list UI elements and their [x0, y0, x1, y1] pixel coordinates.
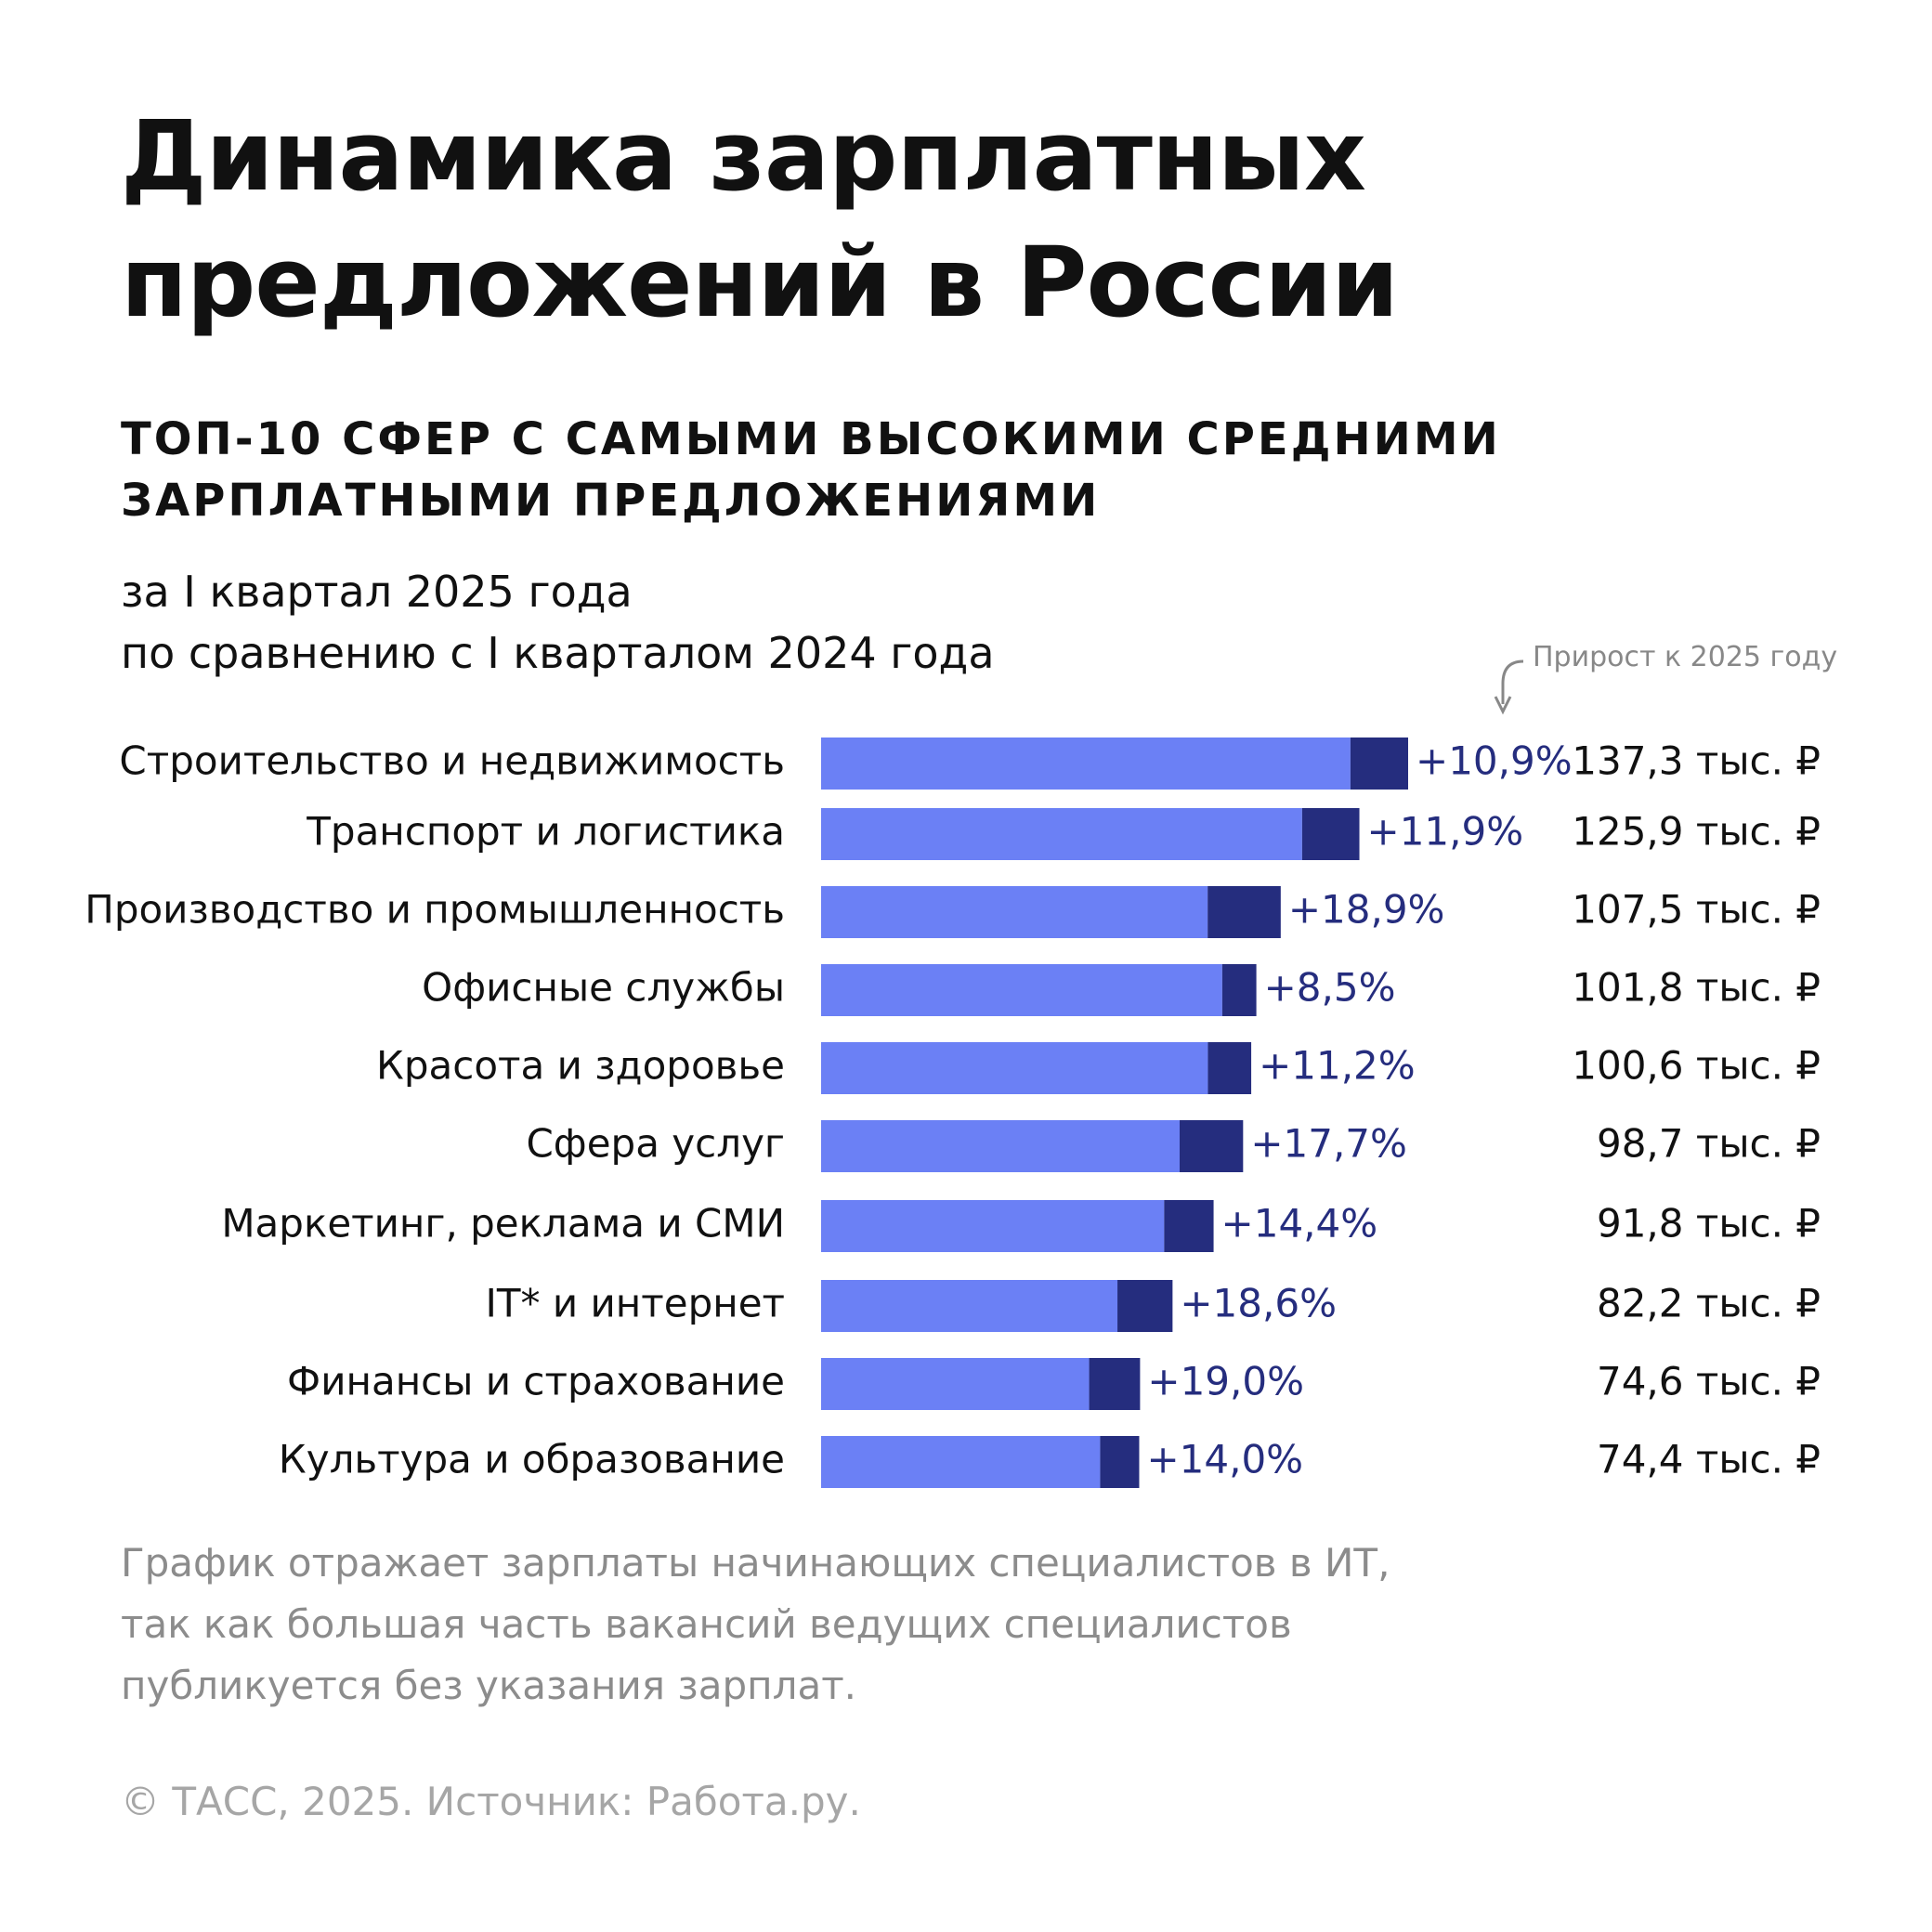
value-label: 107,5 тыс. ₽ [1572, 887, 1821, 933]
growth-label: +8,5% [1264, 965, 1396, 1011]
value-label: 74,6 тыс. ₽ [1597, 1359, 1821, 1404]
bar-base-2024 [821, 886, 1208, 938]
bar-base-2024 [821, 1436, 1101, 1488]
bar-chart: Строительство и недвижимость +10,9% 137,3 … [85, 738, 1821, 1488]
footnote: График отражает зарплаты начинающих спец… [121, 1533, 1421, 1717]
category-label: Финансы и страхование [287, 1359, 785, 1404]
period-line-2: по сравнению с I кварталом 2024 года [121, 628, 995, 678]
category-label: Культура и образование [279, 1437, 785, 1482]
subtitle-line-1: ТОП-10 СФЕР С САМЫМИ ВЫСОКИМИ СРЕДНИМИ [121, 413, 1501, 465]
bar-growth-segment [1179, 1120, 1244, 1172]
category-label: Строительство и недвижимость [119, 738, 785, 784]
growth-label: +14,4% [1221, 1201, 1378, 1247]
title-line-1: Динамика зарплатных [121, 99, 1366, 213]
growth-note-arrow-icon [1494, 659, 1524, 715]
bar-base-2024 [821, 738, 1351, 790]
value-label: 137,3 тыс. ₽ [1572, 738, 1821, 784]
footnote-line-2: так как большая часть вакансий ведущих с… [121, 1601, 1292, 1647]
category-label: IT* и интернет [485, 1281, 785, 1326]
bar-base-2024 [821, 1120, 1180, 1172]
bar-growth-segment [1164, 1200, 1214, 1252]
bar-base-2024 [821, 1042, 1208, 1094]
growth-label: +10,9% [1416, 738, 1573, 784]
period-line-1: за I квартал 2025 года [121, 567, 633, 617]
value-label: 101,8 тыс. ₽ [1572, 965, 1821, 1011]
growth-label: +18,9% [1288, 887, 1445, 933]
growth-label: +11,2% [1259, 1043, 1416, 1089]
chart-title: Динамика зарплатных предложений в России [121, 93, 1793, 346]
category-label: Производство и промышленность [85, 887, 785, 933]
bar-base-2024 [821, 1200, 1165, 1252]
bar-base-2024 [821, 964, 1222, 1016]
category-label: Маркетинг, реклама и СМИ [221, 1201, 785, 1247]
bar-growth-segment [1208, 886, 1281, 938]
bar-growth-segment [1221, 964, 1257, 1016]
growth-label: +11,9% [1367, 809, 1524, 855]
bar-base-2024 [821, 1280, 1118, 1332]
title-line-2: предложений в России [121, 226, 1399, 339]
category-label: Сфера услуг [526, 1121, 785, 1167]
value-label: 98,7 тыс. ₽ [1597, 1121, 1821, 1167]
growth-label: +17,7% [1250, 1121, 1407, 1167]
bar-growth-segment [1208, 1042, 1252, 1094]
category-label: Красота и здоровье [376, 1043, 785, 1089]
bar-growth-segment [1117, 1280, 1173, 1332]
growth-label: +14,0% [1146, 1437, 1303, 1482]
period-description: за I квартал 2025 года по сравнению с I … [121, 561, 1328, 684]
bar-growth-segment [1350, 738, 1408, 790]
category-label: Офисные службы [422, 965, 785, 1011]
source-credit: © ТАСС, 2025. Источник: Работа.ру. [121, 1779, 861, 1824]
bar-growth-segment [1089, 1358, 1141, 1410]
bar-growth-segment [1301, 808, 1360, 860]
footnote-line-3: публикуется без указания зарплат. [121, 1663, 857, 1708]
footnote-line-1: График отражает зарплаты начинающих спец… [121, 1540, 1390, 1586]
growth-label: +19,0% [1147, 1359, 1304, 1404]
growth-label: +18,6% [1180, 1281, 1337, 1326]
bar-base-2024 [821, 808, 1302, 860]
bar-base-2024 [821, 1358, 1090, 1410]
chart-subtitle: ТОП-10 СФЕР С САМЫМИ ВЫСОКИМИ СРЕДНИМИ З… [121, 409, 1793, 531]
value-label: 125,9 тыс. ₽ [1572, 809, 1821, 855]
growth-note: Прирост к 2025 году [1533, 641, 1838, 673]
category-label: Транспорт и логистика [306, 809, 785, 855]
value-label: 74,4 тыс. ₽ [1597, 1437, 1821, 1482]
bar-growth-segment [1100, 1436, 1140, 1488]
value-label: 82,2 тыс. ₽ [1597, 1281, 1821, 1326]
value-label: 100,6 тыс. ₽ [1572, 1043, 1821, 1089]
subtitle-line-2: ЗАРПЛАТНЫМИ ПРЕДЛОЖЕНИЯМИ [121, 475, 1101, 527]
value-label: 91,8 тыс. ₽ [1597, 1201, 1821, 1247]
